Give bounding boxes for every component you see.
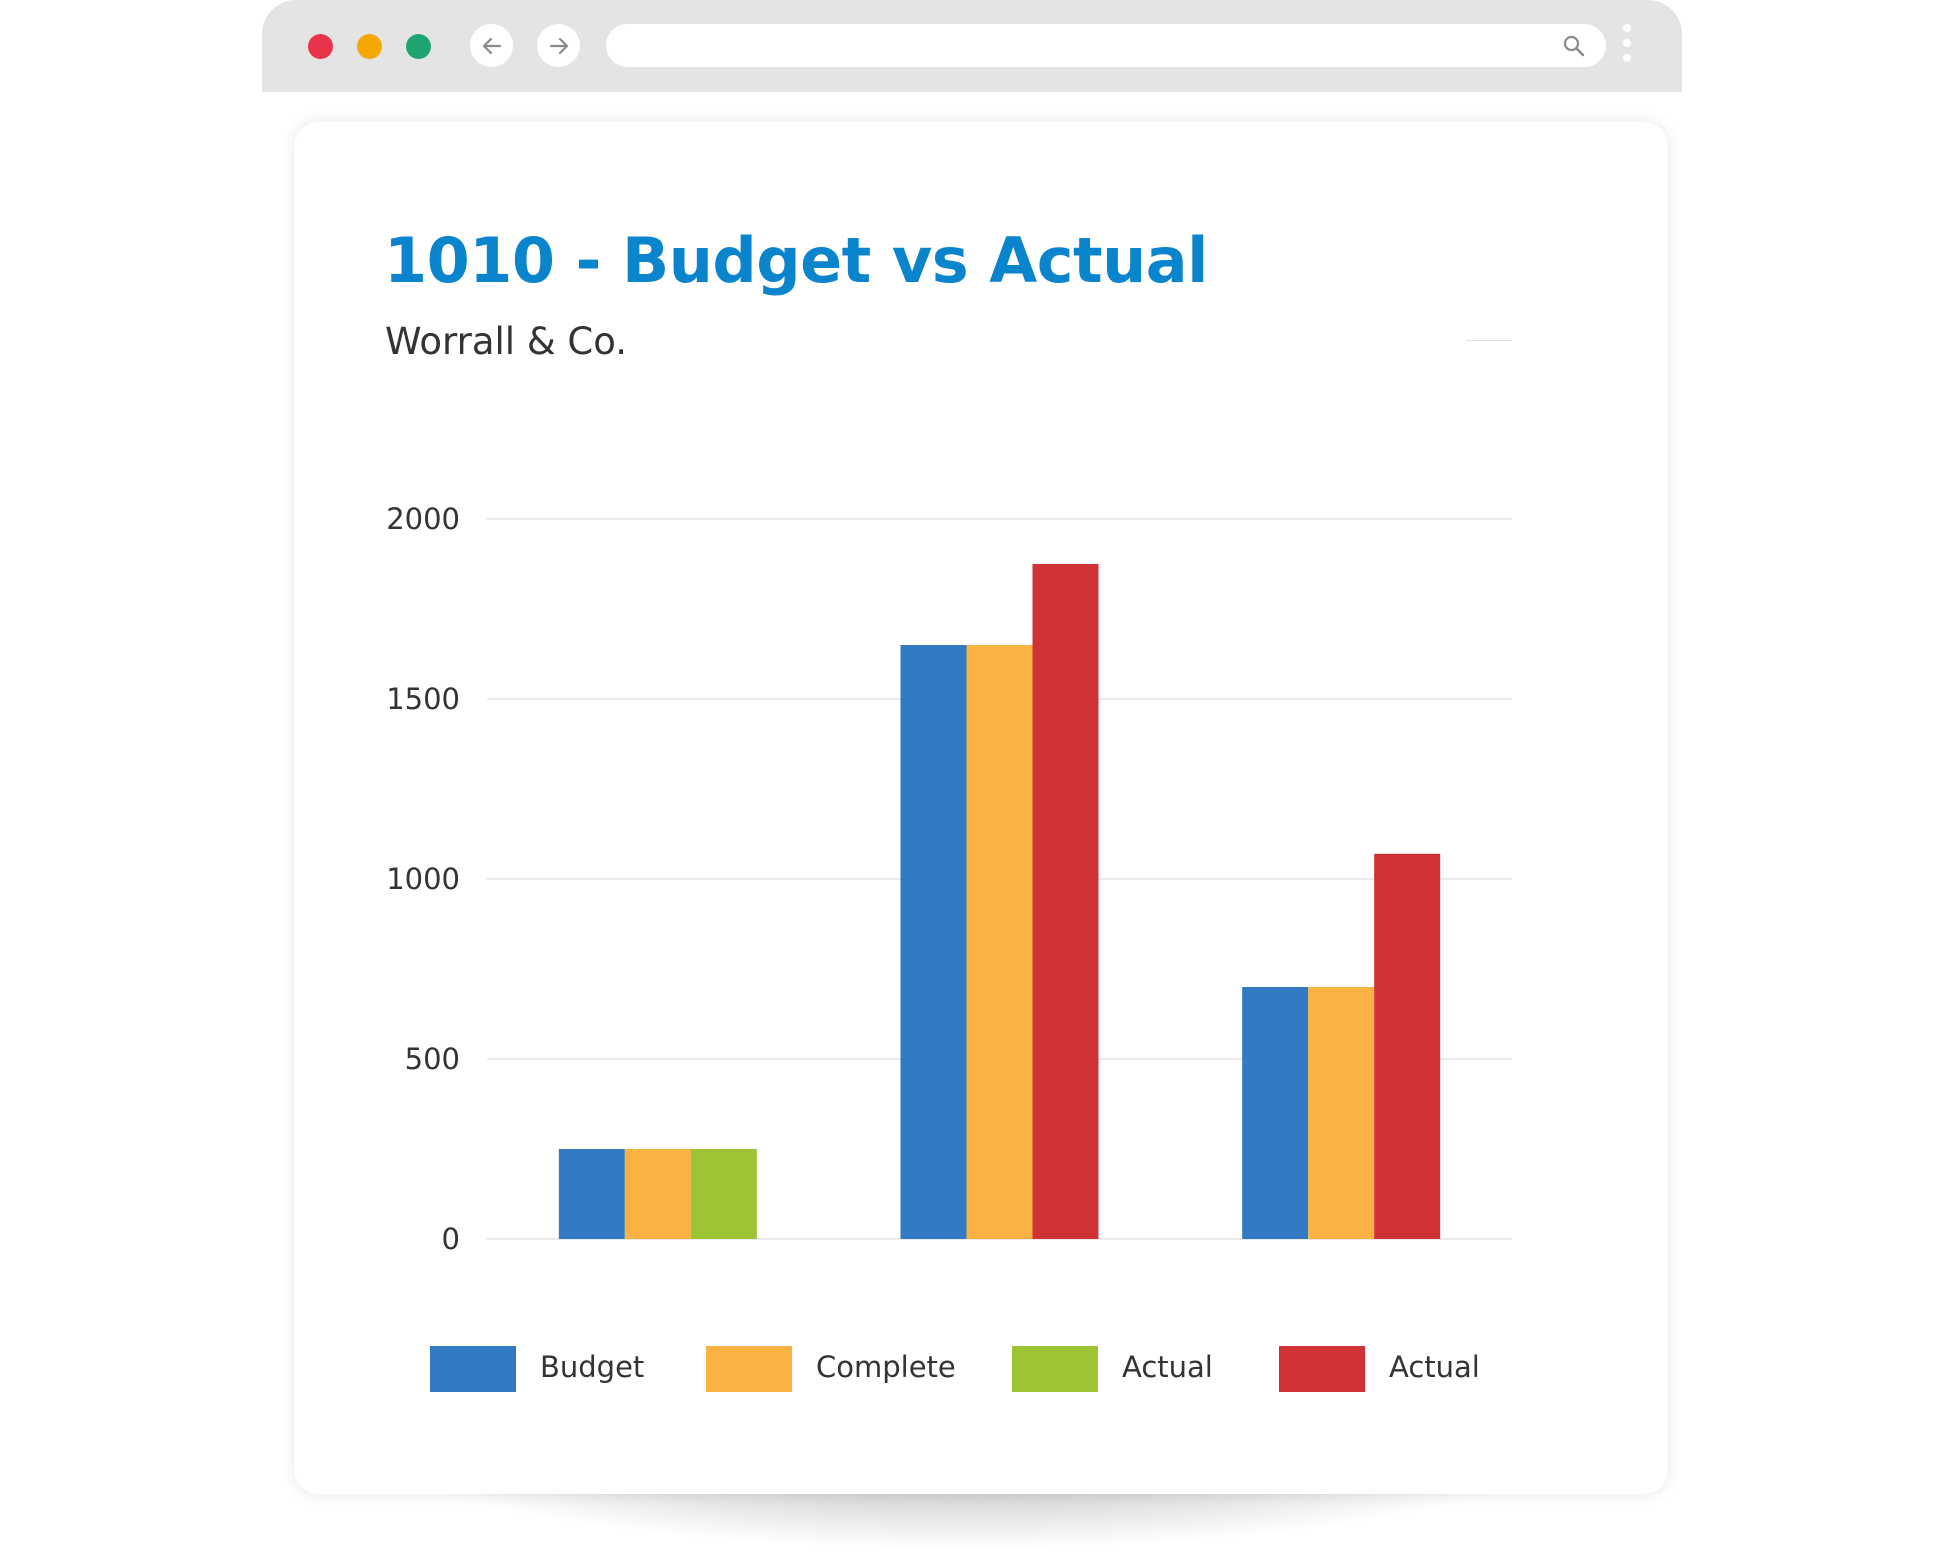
- divider: [1466, 340, 1512, 341]
- chart-title: 1010 - Budget vs Actual: [384, 224, 1208, 297]
- forward-button[interactable]: [537, 24, 580, 67]
- bar-actual-1: [690, 1149, 757, 1239]
- bar-complete-3: [1308, 987, 1375, 1239]
- search-icon[interactable]: [1562, 34, 1586, 58]
- y-tick-label: 500: [405, 1042, 460, 1076]
- address-bar[interactable]: [606, 24, 1606, 67]
- bar-actual-2: [1032, 564, 1099, 1239]
- chart-subtitle: Worrall & Co.: [385, 320, 628, 363]
- legend-label: Actual: [1122, 1350, 1213, 1384]
- y-tick-label: 1500: [386, 682, 460, 716]
- kebab-menu-icon[interactable]: [1620, 24, 1634, 72]
- maximize-window-button[interactable]: [406, 34, 431, 59]
- legend-swatch: [706, 1346, 792, 1392]
- legend-swatch: [1012, 1346, 1098, 1392]
- y-tick-label: 1000: [386, 862, 460, 896]
- bar-actual-3: [1374, 853, 1441, 1239]
- bar-budget-3: [1242, 987, 1309, 1239]
- bar-budget-1: [558, 1149, 625, 1239]
- arrow-left-icon: [482, 37, 501, 54]
- bar-complete-1: [624, 1149, 691, 1239]
- legend-swatch: [430, 1346, 516, 1392]
- legend-label: Budget: [540, 1350, 645, 1384]
- back-button[interactable]: [470, 24, 513, 67]
- legend-label: Complete: [816, 1350, 956, 1384]
- y-tick-label: 0: [442, 1222, 460, 1256]
- browser-toolbar: [262, 0, 1682, 92]
- bar-budget-2: [900, 645, 967, 1239]
- bar-complete-2: [966, 645, 1033, 1239]
- legend-swatch: [1279, 1346, 1365, 1392]
- close-window-button[interactable]: [308, 34, 333, 59]
- y-tick-label: 2000: [386, 502, 460, 536]
- legend-label: Actual: [1389, 1350, 1480, 1384]
- minimize-window-button[interactable]: [357, 34, 382, 59]
- arrow-right-icon: [549, 37, 568, 54]
